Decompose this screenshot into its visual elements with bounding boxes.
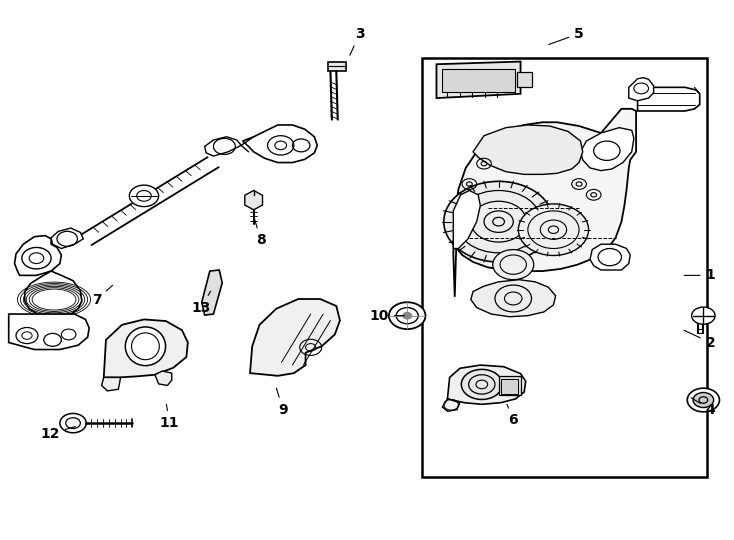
Polygon shape [590, 244, 631, 270]
Polygon shape [245, 191, 263, 210]
Text: 3: 3 [350, 26, 365, 55]
Polygon shape [25, 271, 81, 318]
Text: 12: 12 [40, 427, 76, 441]
Polygon shape [155, 371, 172, 386]
Bar [443, 69, 515, 92]
Bar [327, 62, 346, 71]
Circle shape [403, 313, 412, 319]
Text: 4: 4 [691, 398, 716, 417]
Polygon shape [15, 235, 62, 275]
Polygon shape [473, 125, 583, 174]
Polygon shape [470, 280, 556, 317]
Text: 1: 1 [684, 268, 716, 282]
Text: 10: 10 [369, 309, 404, 323]
Circle shape [129, 185, 159, 207]
Bar [422, 58, 707, 477]
Circle shape [389, 302, 426, 329]
Polygon shape [454, 109, 636, 297]
Text: 2: 2 [684, 330, 716, 349]
Polygon shape [250, 299, 340, 376]
Polygon shape [51, 228, 83, 248]
Polygon shape [103, 320, 188, 377]
Circle shape [518, 204, 589, 255]
Circle shape [691, 307, 715, 324]
Circle shape [687, 388, 719, 412]
Circle shape [693, 393, 713, 408]
Text: 7: 7 [92, 285, 112, 307]
Polygon shape [448, 365, 526, 404]
Text: 11: 11 [160, 404, 179, 430]
Bar [501, 379, 518, 394]
Polygon shape [629, 78, 654, 101]
Circle shape [60, 414, 86, 433]
Polygon shape [454, 191, 480, 248]
Bar [498, 376, 520, 395]
Text: 6: 6 [507, 404, 518, 428]
Polygon shape [9, 314, 89, 349]
Ellipse shape [131, 333, 159, 360]
Text: 8: 8 [255, 219, 266, 247]
Polygon shape [202, 270, 222, 315]
Polygon shape [205, 137, 241, 156]
Text: 13: 13 [192, 291, 211, 315]
Polygon shape [243, 125, 317, 163]
Circle shape [396, 308, 418, 323]
Polygon shape [101, 377, 120, 391]
Text: 5: 5 [549, 26, 584, 44]
Text: 9: 9 [277, 388, 288, 417]
Ellipse shape [126, 327, 166, 366]
Circle shape [444, 181, 553, 262]
Polygon shape [638, 87, 700, 111]
Polygon shape [437, 62, 520, 98]
Circle shape [493, 249, 534, 280]
Circle shape [462, 369, 502, 400]
Polygon shape [581, 127, 634, 171]
Bar [517, 72, 531, 87]
Polygon shape [443, 399, 460, 411]
